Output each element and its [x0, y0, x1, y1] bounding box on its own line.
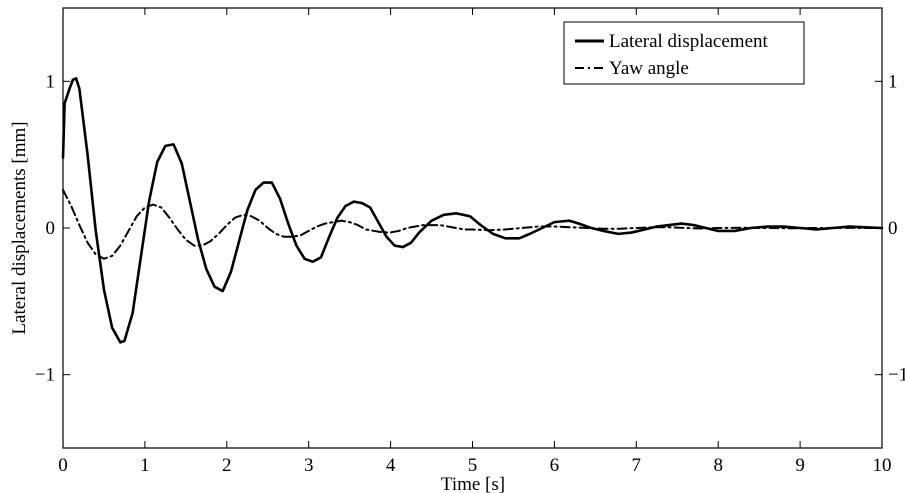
- series-layer: [61, 77, 884, 344]
- x-axis-label: Time [s]: [441, 474, 505, 493]
- x-tick-label-10: 10: [873, 455, 892, 476]
- axis-ticks: [62, 8, 883, 448]
- x-tick-label-7: 7: [632, 455, 642, 476]
- legend-box: [563, 21, 805, 85]
- legend: Lateral displacement Yaw angle: [563, 21, 805, 85]
- y-right-tick-label-0: −1: [888, 365, 905, 386]
- x-tick-label-1: 1: [140, 455, 150, 476]
- x-tick-label-4: 4: [386, 455, 396, 476]
- y-tick-label-1: 0: [46, 218, 56, 239]
- series-line-yaw-angle: [62, 188, 883, 260]
- y-right-tick-label-2: 1: [888, 71, 898, 92]
- legend-entry-yaw-angle: Yaw angle: [609, 58, 689, 79]
- y-axis-label: Lateral displacements [mm]: [9, 121, 30, 334]
- x-tick-label-6: 6: [550, 455, 560, 476]
- x-tick-label-9: 9: [795, 455, 805, 476]
- x-tick-label-3: 3: [304, 455, 314, 476]
- y-right-tick-label-1: 0: [888, 218, 898, 239]
- x-tick-label-0: 0: [58, 455, 68, 476]
- y-tick-label-2: 1: [46, 71, 56, 92]
- legend-entry-lateral-displacement: Lateral displacement: [609, 31, 769, 52]
- x-tick-label-2: 2: [222, 455, 232, 476]
- x-tick-label-5: 5: [468, 455, 478, 476]
- y-tick-label-0: −1: [35, 365, 55, 386]
- series-line-lateral-displacement: [61, 77, 884, 344]
- x-tick-label-8: 8: [713, 455, 723, 476]
- tick-labels: 0 1 2 3 4 5 6 7 8 9 10 −1 0 1 −1 0 1: [35, 71, 905, 476]
